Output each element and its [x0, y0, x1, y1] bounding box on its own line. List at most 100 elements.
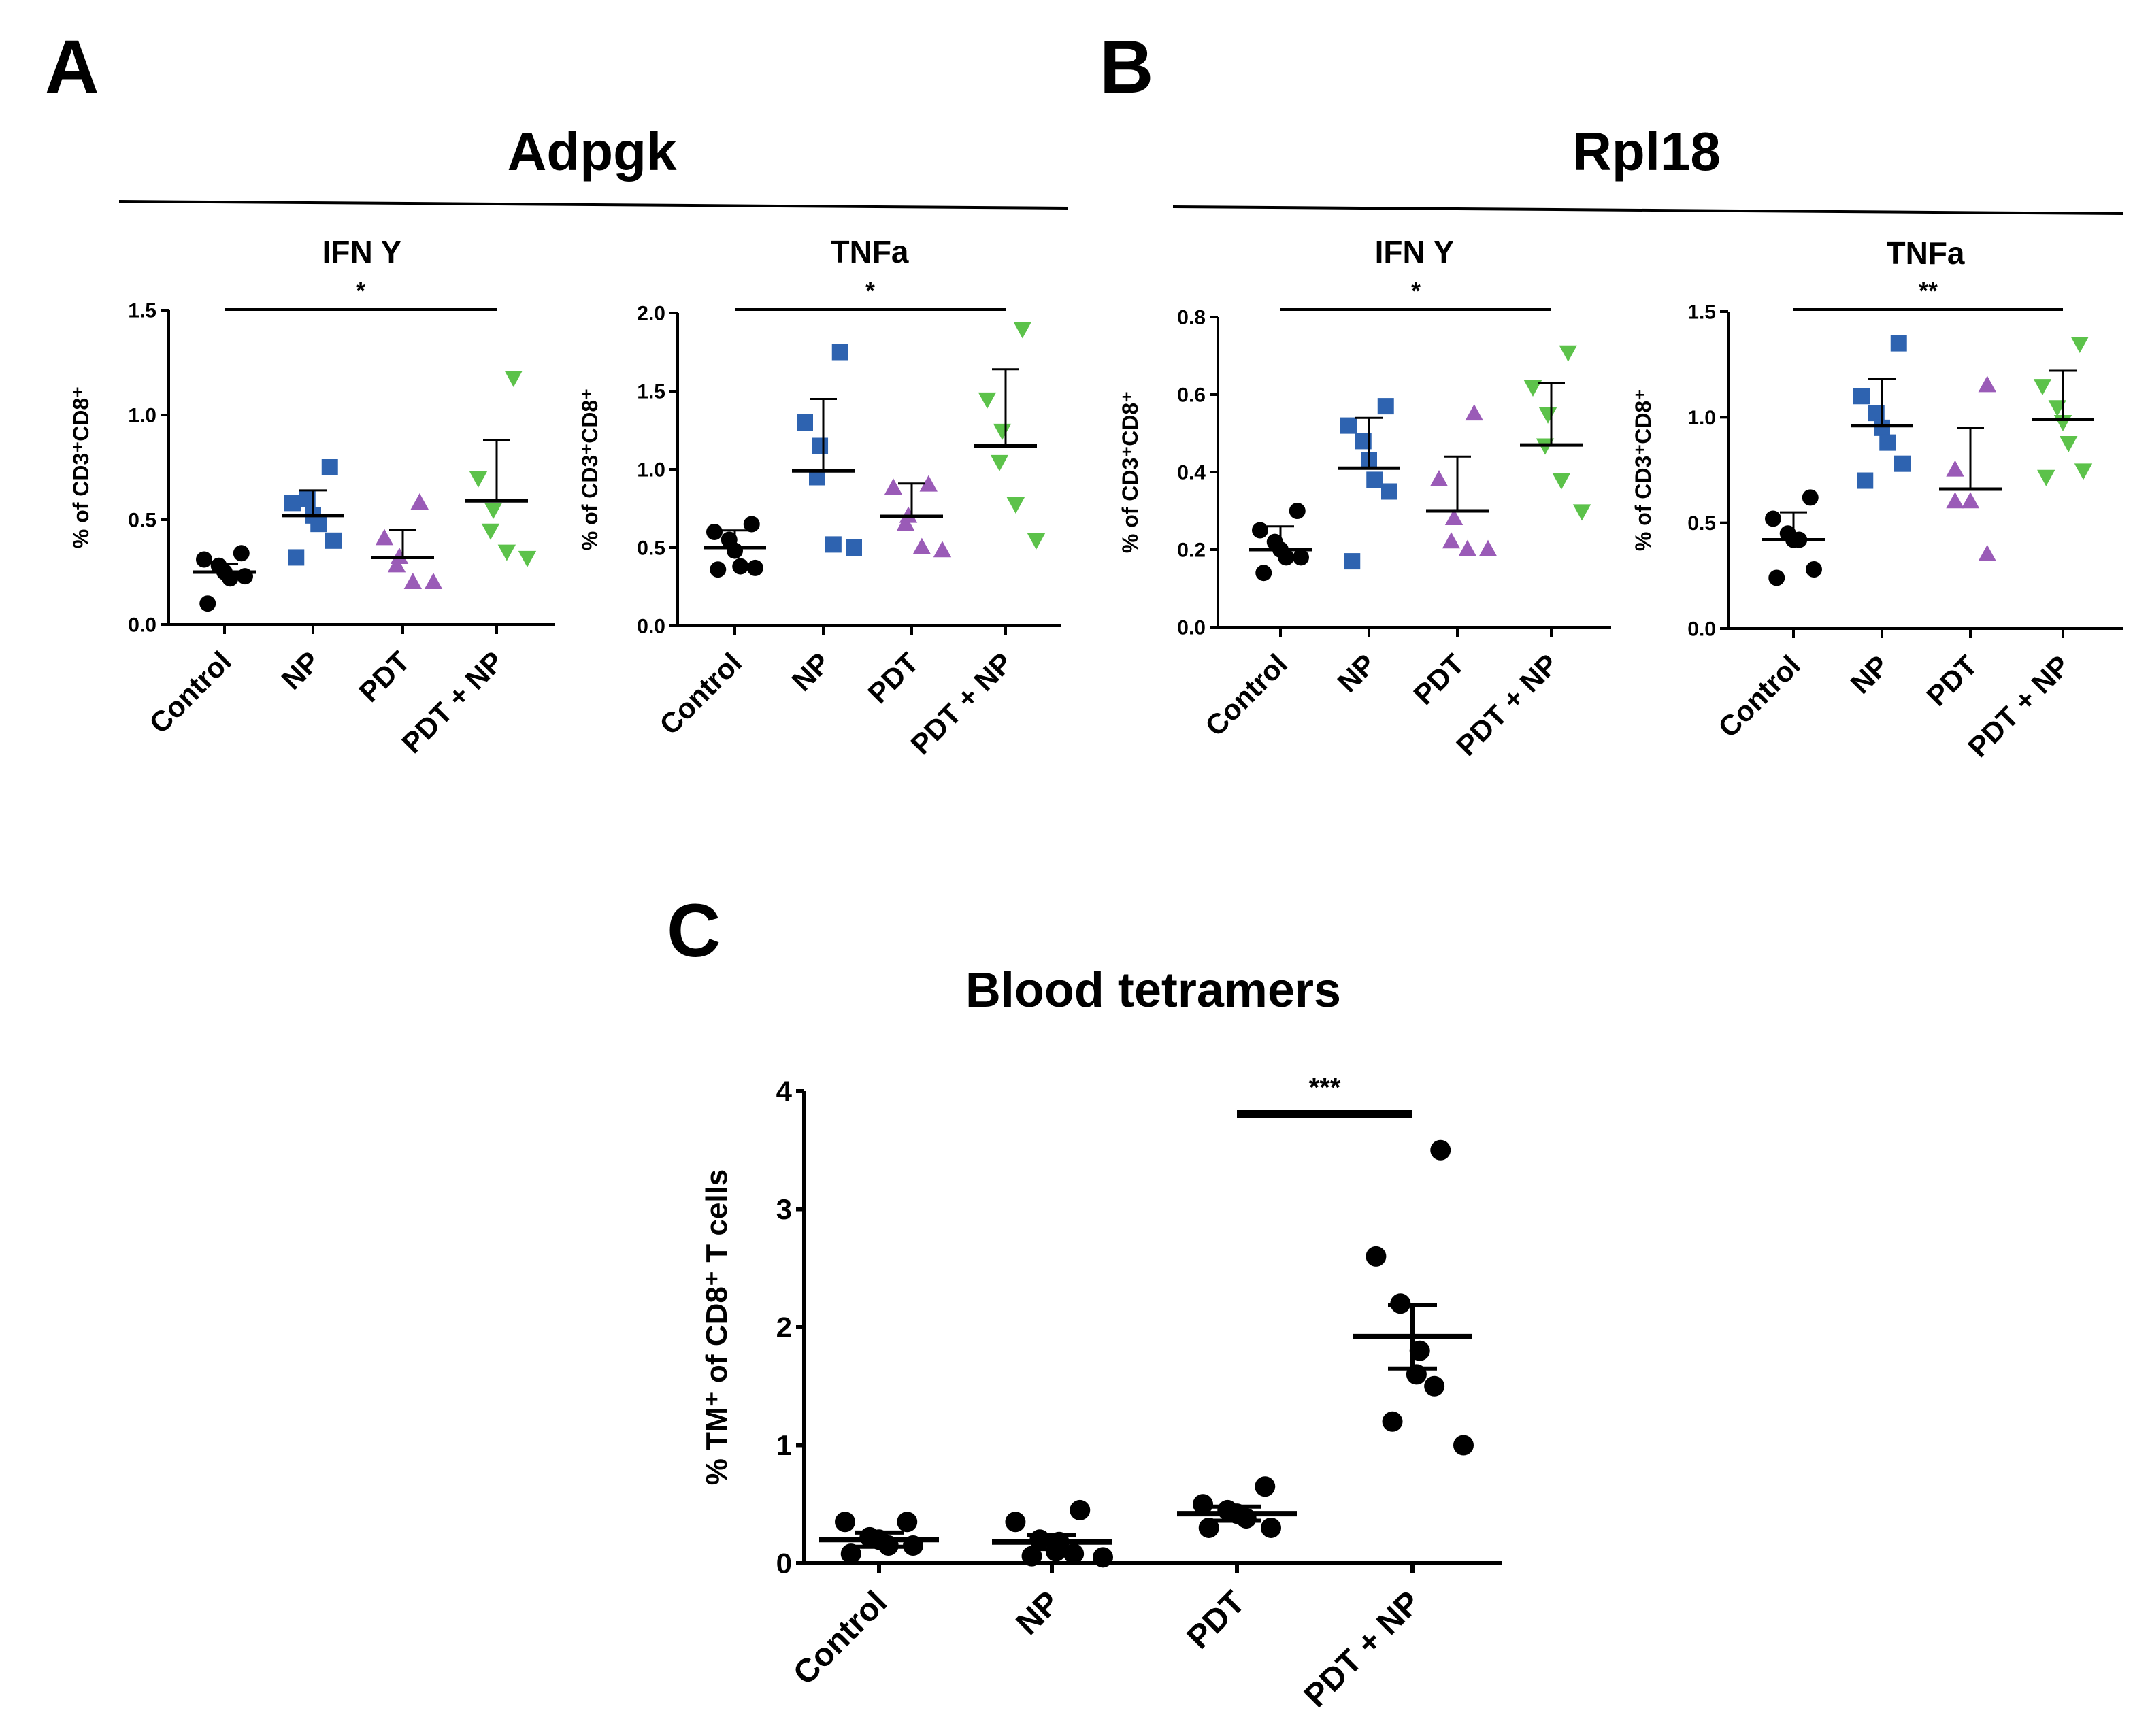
chart-2-point-control: [1252, 522, 1268, 539]
chart-0-point-pdt-np: [469, 471, 488, 488]
panel-label-c: C: [667, 889, 721, 973]
chart-3-point-control: [1768, 569, 1785, 586]
chart-2-title: IFN Y: [1375, 234, 1455, 269]
group-divider-rpl18: [1172, 205, 2123, 215]
chart-0-point-pdt: [375, 529, 394, 546]
chart-4-point-pdt: [1261, 1517, 1281, 1538]
chart-0-y-tick-label: 1.5: [128, 300, 156, 322]
chart-3-point-control: [1806, 561, 1822, 578]
chart-3-point-pdt: [1946, 460, 1964, 477]
chart-1-y-tick-label: 0.5: [637, 537, 665, 560]
chart-2-y-tick-label: 0.2: [1177, 539, 1206, 562]
chart-1-point-pdt-np: [978, 392, 997, 409]
chart-2-y-tick-label: 0.8: [1177, 307, 1206, 329]
chart-0-point-pdt: [387, 556, 406, 573]
chart-4-x-tick-label-np: NP: [1010, 1584, 1068, 1642]
chart-4-point-pdt-np: [1382, 1411, 1403, 1432]
chart-4-x-tick-label-control: Control: [787, 1584, 894, 1692]
chart-4-x-tick-label-pdt: PDT: [1180, 1584, 1252, 1656]
chart-1-point-pdt-np: [993, 423, 1012, 440]
chart-3-point-pdt-np: [2033, 379, 2052, 396]
chart-1-y-tick-label: 1.5: [637, 381, 665, 403]
chart-2-point-pdt-np: [1552, 473, 1571, 490]
chart-2-significance-label: *: [1411, 277, 1421, 305]
chart-4-y-tick-label: 2: [776, 1312, 792, 1343]
chart-0-point-np: [310, 516, 327, 533]
chart-1-point-pdt: [896, 514, 915, 531]
chart-2-point-pdt-np: [1523, 380, 1542, 397]
chart-0-point-np: [288, 549, 305, 566]
chart-2-point-control: [1293, 549, 1309, 566]
chart-0-x-tick-label-control: Control: [143, 645, 237, 739]
chart-4-point-pdt-np: [1430, 1139, 1451, 1161]
chart-1-point-np: [797, 414, 813, 431]
chart-3-point-pdt-np: [2060, 436, 2078, 453]
chart-3-point-pdt-np: [2070, 337, 2089, 353]
chart-0-point-pdt-np: [518, 550, 537, 567]
chart-1-y-tick-label: 0.0: [637, 616, 665, 638]
chart-2-point-pdt-np: [1572, 504, 1591, 521]
panel-label-b: B: [1099, 25, 1153, 109]
chart-3-title: TNFa: [1887, 235, 1965, 271]
chart-4-point-pdt-np: [1453, 1435, 1474, 1456]
chart-0-point-pdt-np: [481, 523, 500, 540]
chart-2-y-tick-label: 0.6: [1177, 384, 1206, 407]
chart-0-x-tick-label-np: NP: [275, 645, 326, 696]
chart-4-point-pdt-np: [1424, 1375, 1445, 1397]
chart-4-y-tick-label: 3: [776, 1193, 792, 1225]
chart-1-point-np: [825, 536, 842, 553]
chart-0-point-pdt: [403, 573, 423, 589]
chart-1-x-tick-label-np: NP: [785, 646, 836, 697]
chart-1-point-pdt-np: [1013, 322, 1031, 339]
chart-2-x-tick-label-pdt-np: PDT + NP: [1450, 648, 1564, 762]
chart-1-point-np: [831, 344, 848, 361]
chart-4-x-tick-label-pdt-np: PDT + NP: [1297, 1584, 1427, 1714]
chart-0-x-tick-label-pdt: PDT: [352, 645, 416, 708]
chart-3-point-np: [1879, 434, 1896, 451]
chart-4-point-pdt-np: [1366, 1246, 1387, 1267]
chart-0-significance-label: *: [356, 277, 365, 305]
chart-1-y-tick-label: 1.0: [637, 459, 665, 482]
chart-2-point-pdt: [1458, 539, 1477, 556]
chart-0-point-pdt: [410, 493, 429, 510]
chart-1-point-control: [747, 559, 763, 576]
chart-3-significance-label: **: [1919, 277, 1938, 305]
chart-4-y-tick-label: 1: [776, 1429, 792, 1461]
chart-3-point-pdt: [1946, 492, 1964, 509]
chart-2-point-pdt-np: [1559, 345, 1577, 362]
chart-1-point-pdt-np: [1006, 497, 1025, 514]
chart-0-group: IFN Y 0.0 0.5 1.0 1.5 % of CD3⁺CD8⁺ Control NP P…: [69, 234, 555, 759]
chart-0-y-tick-label: 1.0: [128, 405, 156, 427]
chart-2-point-pdt-np: [1538, 407, 1557, 424]
chart-1-point-pdt: [919, 475, 938, 492]
chart-1-point-control: [710, 561, 727, 578]
chart-3-y-tick-label: 0.5: [1687, 512, 1716, 535]
chart-4-y-tick-label: 0: [776, 1548, 792, 1580]
chart-3-x-tick-label-np: NP: [1844, 649, 1895, 700]
chart-3-y-tick-label: 1.5: [1687, 301, 1716, 324]
chart-4-point-np: [1005, 1512, 1026, 1533]
chart-2-x-tick-label-np: NP: [1331, 648, 1382, 699]
chart-0-point-pdt-np: [504, 370, 523, 387]
group-divider-adpgk: [118, 200, 1069, 210]
chart-4-point-control: [835, 1512, 855, 1533]
chart-2-y-axis-label: % of CD3⁺CD8⁺: [1118, 391, 1142, 553]
chart-4-point-pdt: [1193, 1494, 1213, 1515]
chart-0-point-np: [325, 532, 342, 549]
chart-0-x-tick-label-pdt-np: PDT + NP: [395, 645, 510, 759]
chart-4-point-np: [1070, 1499, 1091, 1520]
chart-1-point-pdt: [933, 541, 952, 558]
chart-1-point-control: [706, 524, 723, 540]
chart-1-point-np: [812, 437, 829, 454]
chart-2-point-pdt: [1465, 404, 1483, 421]
chart-3-x-tick-label-control: Control: [1712, 649, 1806, 744]
chart-4-group: Blood tetramers 0 1 2 3 4 % TM⁺ of CD8⁺ T cell…: [700, 963, 1502, 1714]
chart-0-point-pdt-np: [497, 544, 516, 561]
chart-2-point-np: [1377, 398, 1394, 415]
chart-3-point-pdt-np: [2074, 463, 2093, 480]
chart-2-point-pdt: [1444, 509, 1463, 525]
chart-2-point-pdt: [1429, 470, 1449, 486]
chart-1-title: TNFa: [831, 234, 909, 269]
chart-3-point-np: [1853, 388, 1870, 405]
chart-2-group: IFN Y 0.0 0.2 0.4 0.6 0.8 % of CD3⁺CD8⁺ Control…: [1118, 234, 1611, 762]
